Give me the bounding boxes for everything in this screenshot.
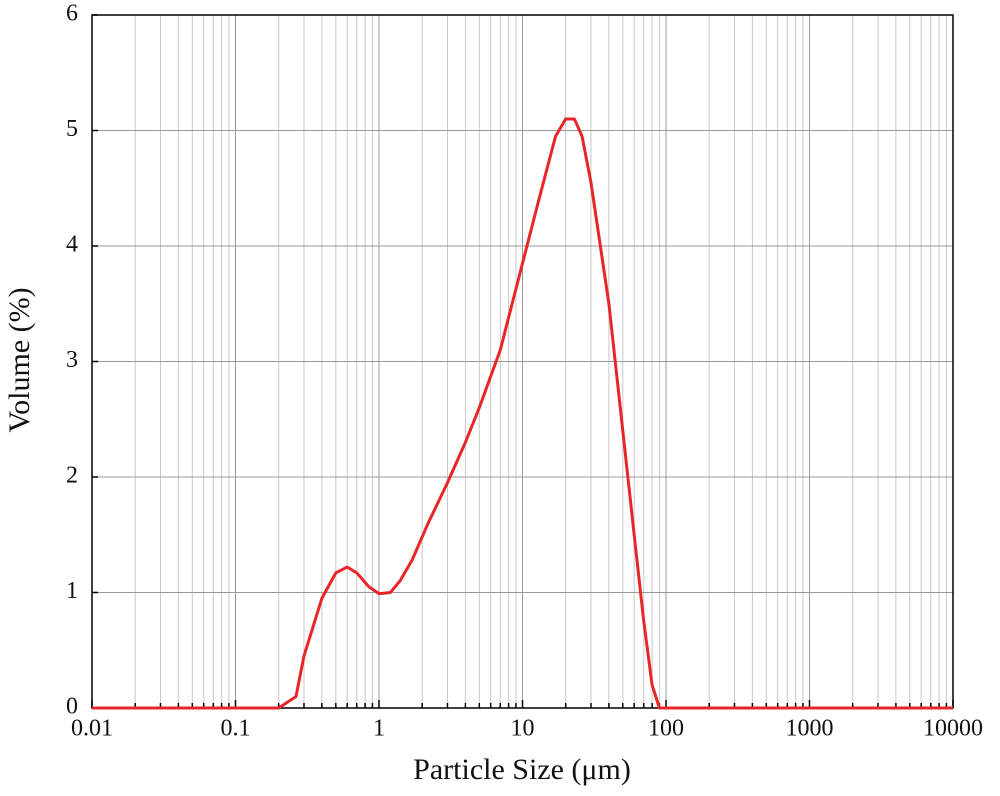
x-tick-label: 1000: [786, 716, 834, 742]
x-tick-label: 10000: [923, 716, 983, 742]
y-tick-label: 3: [66, 347, 78, 373]
y-axis-label: Volume (%): [3, 287, 36, 432]
x-tick-label: 10: [511, 716, 535, 742]
y-tick-label: 5: [66, 116, 78, 142]
x-tick-label: 0.1: [221, 716, 251, 742]
x-axis-label: Particle Size (μm): [413, 753, 631, 786]
y-tick-label: 0: [66, 694, 78, 720]
plot-frame: [91, 14, 954, 709]
y-tick-label: 4: [66, 232, 78, 258]
x-tick-label: 1: [373, 716, 385, 742]
x-tick-label: 100: [648, 716, 684, 742]
data-line: [92, 117, 953, 710]
y-tick-label: 6: [66, 1, 78, 27]
y-tick-label: 1: [66, 578, 78, 604]
y-tick-label: 2: [66, 463, 78, 489]
x-tick-label: 0.01: [71, 716, 113, 742]
